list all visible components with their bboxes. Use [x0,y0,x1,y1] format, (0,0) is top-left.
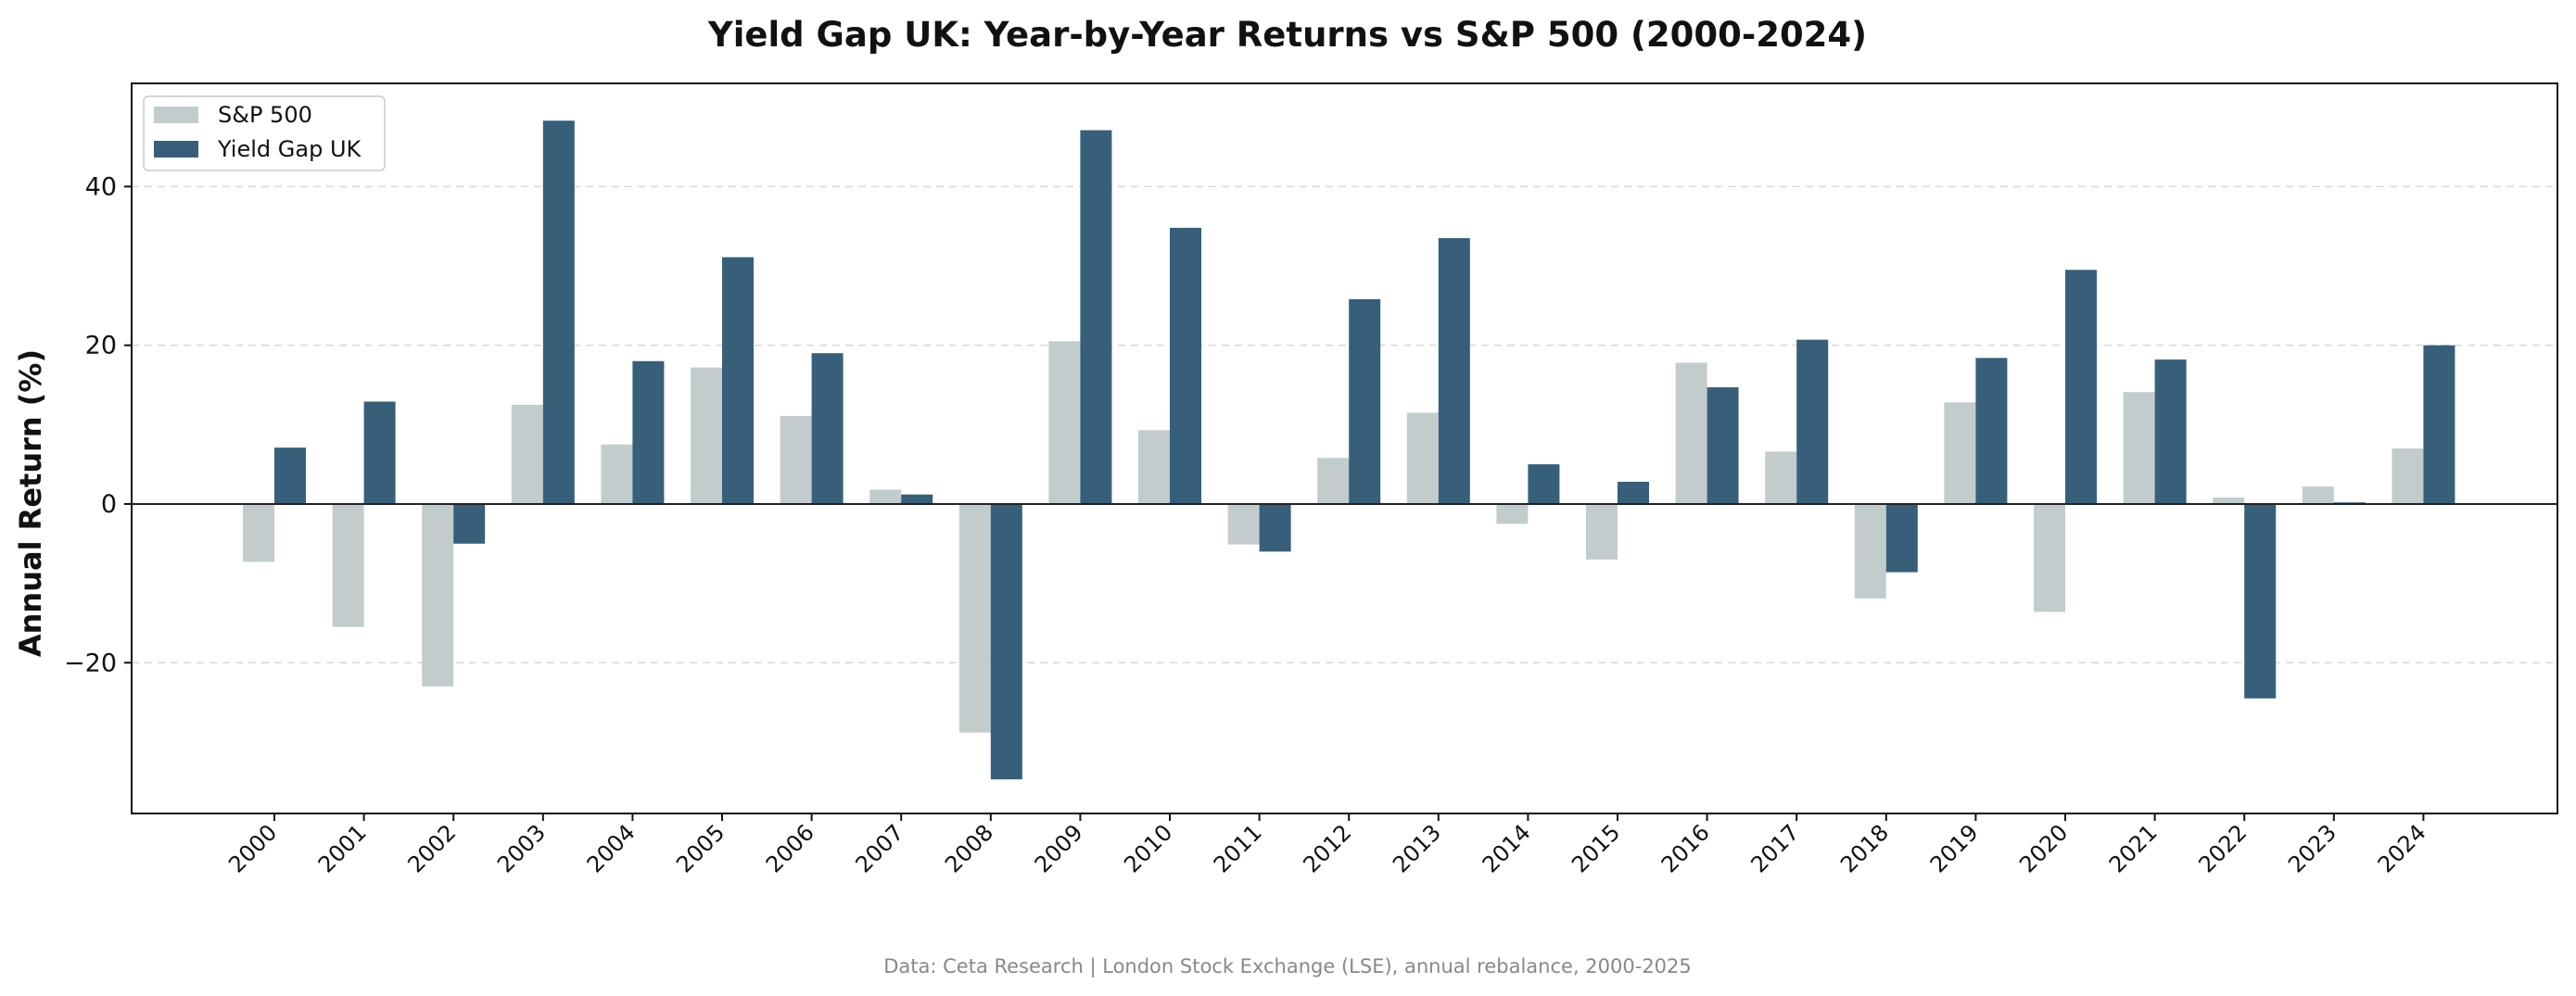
bar-sp500-2024 [2392,448,2424,504]
bar-sp500-2002 [422,503,454,687]
legend-label: Yield Gap UK [217,136,362,162]
x-tick-label: 2007 [850,819,908,877]
bar-yield-gap-uk-2015 [1618,481,1649,504]
x-tick-label: 2013 [1388,819,1446,877]
x-tick-label: 2015 [1567,819,1625,877]
bar-yield-gap-uk-2000 [274,448,306,504]
bar-yield-gap-uk-2009 [1080,130,1112,504]
y-tick-label: 40 [85,172,117,201]
y-tick-label: 20 [85,332,117,360]
x-tick-label: 2002 [402,819,461,877]
bar-yield-gap-uk-2010 [1170,227,1201,504]
x-tick-label: 2024 [2373,819,2431,877]
gridlines [132,185,2557,664]
bar-sp500-2018 [1854,503,1886,599]
x-tick-label: 2001 [313,819,372,877]
bar-sp500-2011 [1227,503,1260,545]
bar-yield-gap-uk-2021 [2154,359,2187,504]
source-note: Data: Ceta Research | London Stock Excha… [883,955,1692,978]
x-tick-label: 2008 [940,819,998,877]
legend-swatch [154,141,198,158]
bar-yield-gap-uk-2003 [542,120,575,504]
x-tick-label: 2005 [671,819,730,877]
x-tick-label: 2009 [1030,819,1088,877]
x-tick-label: 2020 [2014,819,2073,877]
bar-sp500-2017 [1765,451,1797,504]
bar-yield-gap-uk-2020 [2065,270,2097,504]
legend-label: S&P 500 [218,102,312,128]
legend: S&P 500 Yield Gap UK [143,95,386,171]
legend-box [143,95,386,171]
bar-sp500-2003 [511,404,543,504]
bar-sp500-2023 [2302,486,2334,504]
bar-sp500-2019 [1944,402,1976,504]
x-tick-label: 2010 [1119,819,1177,877]
y-axis-label: Annual Return (%) [13,349,48,657]
bar-sp500-2006 [780,415,812,504]
bar-sp500-2016 [1675,362,1707,504]
bar-sp500-2000 [243,503,274,562]
bar-yield-gap-uk-2012 [1349,298,1381,504]
bar-sp500-2005 [691,367,722,504]
bar-sp500-2001 [332,503,364,627]
x-tick-label: 2019 [1925,819,1984,877]
plot-frame [131,82,2558,814]
x-tick-label: 2021 [2104,819,2163,877]
bar-yield-gap-uk-2019 [1975,358,2008,504]
bar-yield-gap-uk-2024 [2423,345,2455,504]
bar-sp500-2020 [2034,503,2065,612]
x-tick-label: 2018 [1835,819,1894,877]
x-tick-label: 2016 [1656,819,1715,877]
bar-sp500-2014 [1496,503,1529,524]
bar-sp500-2012 [1317,458,1350,504]
bar-yield-gap-uk-2016 [1707,387,1739,504]
x-tick-label: 2012 [1298,819,1356,877]
x-tick-label: 2004 [582,819,641,877]
x-tick-label: 2014 [1478,819,1536,877]
bar-yield-gap-uk-2022 [2244,503,2277,699]
bar-yield-gap-uk-2007 [901,494,933,504]
bar-sp500-2004 [601,444,633,504]
bar-sp500-2007 [869,489,902,504]
legend-swatch [154,107,198,123]
bar-sp500-2022 [2213,498,2245,504]
bar-sp500-2021 [2123,392,2155,504]
x-tick-label: 2006 [761,819,819,877]
bar-sp500-2008 [958,503,991,733]
bar-yield-gap-uk-2001 [363,401,396,504]
bar-yield-gap-uk-2005 [722,257,754,504]
x-axis: 2000 2001 2002 2003 2004 2005 2006 2007 2008 2009… [223,813,2431,877]
y-axis: −20 0 20 40 [64,172,132,677]
bar-yield-gap-uk-2017 [1796,339,1829,504]
bar-yield-gap-uk-2011 [1259,503,1291,552]
y-tick-label: −20 [64,649,117,677]
bar-yield-gap-uk-2004 [632,360,665,504]
bar-yield-gap-uk-2002 [453,503,486,544]
x-tick-label: 2017 [1745,819,1804,877]
bar-yield-gap-uk-2008 [990,503,1022,780]
x-tick-label: 2022 [2193,819,2252,877]
x-tick-label: 2003 [492,819,551,877]
bar-yield-gap-uk-2014 [1528,464,1560,504]
chart-title: Yield Gap UK: Year-by-Year Returns vs S&… [707,15,1867,55]
bar-yield-gap-uk-2006 [811,353,844,504]
x-tick-label: 2000 [223,819,282,877]
x-tick-label: 2011 [1209,819,1267,877]
x-tick-label: 2023 [2283,819,2341,877]
bars [243,120,2455,780]
bar-sp500-2013 [1406,412,1439,504]
bar-sp500-2009 [1048,341,1081,504]
bar-sp500-2010 [1138,430,1170,504]
bar-yield-gap-uk-2013 [1438,238,1470,504]
bar-sp500-2015 [1586,503,1618,560]
bar-yield-gap-uk-2018 [1885,503,1918,573]
y-tick-label: 0 [101,490,117,519]
